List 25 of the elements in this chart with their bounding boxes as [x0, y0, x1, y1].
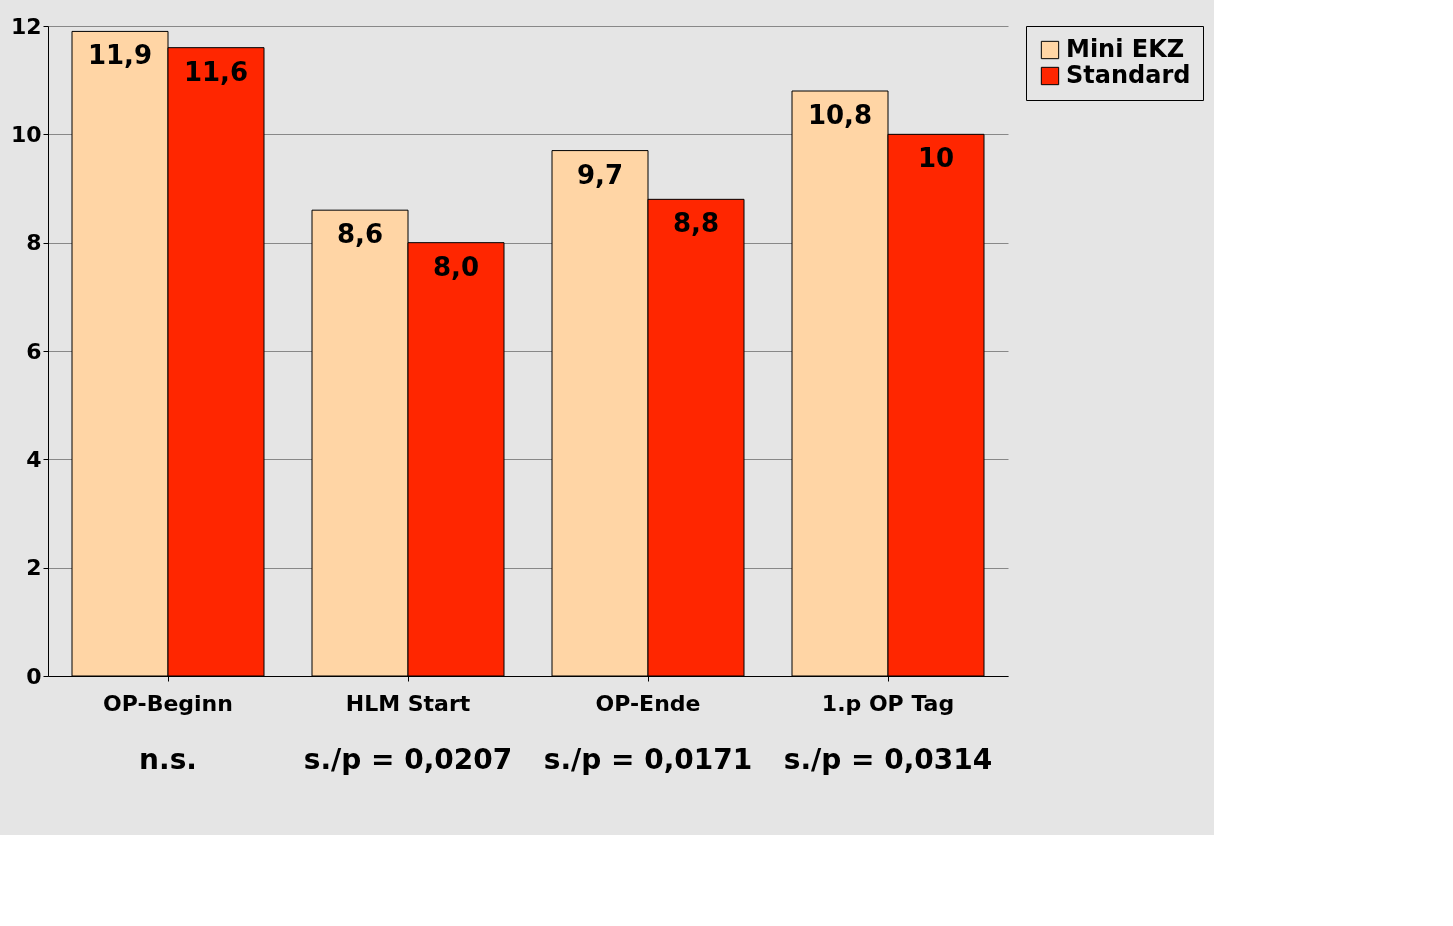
y-tick-label: 0	[26, 663, 42, 689]
x-tick-label: 1.p OP Tag	[821, 690, 955, 716]
data-label: 8,8	[672, 208, 720, 239]
x-tick-label: OP-Ende	[595, 690, 701, 716]
x-tick-label: OP-Beginn	[103, 690, 233, 716]
text: s./p = 0,0207	[303, 743, 513, 776]
y-tick-label: 6	[26, 338, 42, 364]
y-tick-label: 12	[10, 13, 42, 39]
y-tick-label: 8	[26, 230, 42, 256]
data-label: 8,0	[432, 251, 480, 282]
legend-label: Mini EKZ	[1066, 35, 1185, 63]
data-label: 10	[917, 143, 955, 174]
text: s./p = 0,0171	[543, 743, 753, 776]
data-label: 8,6	[336, 219, 384, 250]
text: s./p = 0,0314	[783, 743, 993, 776]
legend-label: Standard	[1066, 61, 1191, 89]
data-label: 11,6	[183, 56, 249, 87]
text: n.s.	[139, 743, 197, 776]
data-label: 9,7	[576, 159, 624, 190]
data-label: 11,9	[87, 40, 153, 71]
data-label: 10,8	[807, 100, 873, 130]
x-tick-label: HLM Start	[345, 690, 471, 716]
y-tick-label: 4	[26, 446, 42, 472]
y-tick-label: 2	[26, 555, 42, 581]
y-tick-label: 10	[10, 121, 42, 147]
